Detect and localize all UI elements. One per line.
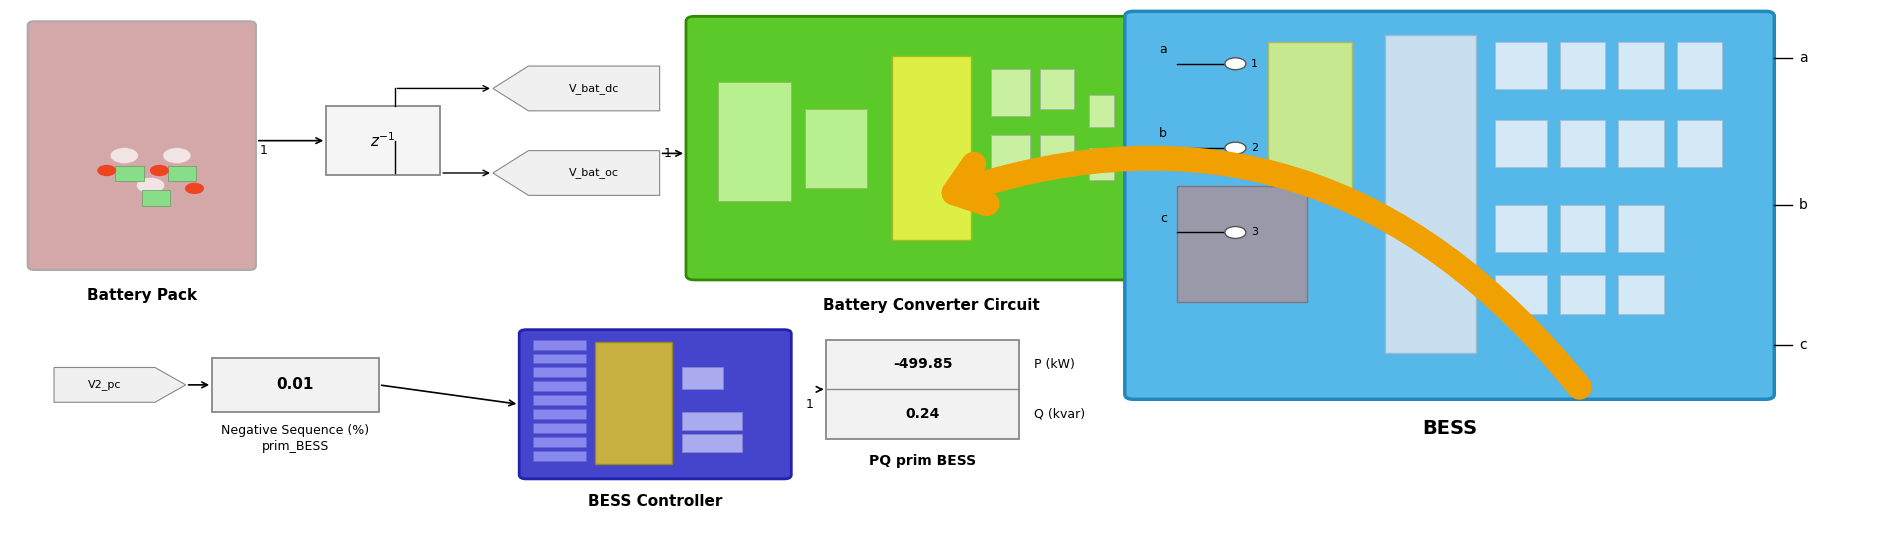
Bar bbox=[532, 340, 585, 350]
Text: 3: 3 bbox=[1250, 228, 1258, 238]
Polygon shape bbox=[55, 367, 186, 402]
Bar bbox=[532, 437, 585, 447]
Text: 0.24: 0.24 bbox=[906, 407, 940, 421]
Circle shape bbox=[137, 177, 165, 193]
Bar bbox=[1040, 135, 1073, 174]
Bar bbox=[212, 358, 378, 412]
Bar bbox=[805, 109, 867, 188]
Bar bbox=[682, 367, 724, 389]
Text: 2: 2 bbox=[1250, 143, 1258, 153]
Circle shape bbox=[98, 166, 115, 175]
Polygon shape bbox=[493, 66, 660, 111]
Circle shape bbox=[164, 148, 192, 164]
Bar bbox=[532, 382, 585, 391]
Bar bbox=[532, 353, 585, 364]
Text: a: a bbox=[1158, 43, 1166, 56]
Text: $z^{-1}$: $z^{-1}$ bbox=[370, 131, 395, 150]
Polygon shape bbox=[493, 151, 660, 196]
Text: 1: 1 bbox=[1250, 59, 1258, 69]
Text: -499.85: -499.85 bbox=[893, 358, 951, 372]
Bar bbox=[115, 166, 143, 181]
Circle shape bbox=[1224, 142, 1245, 154]
Bar bbox=[1559, 275, 1604, 314]
Text: c: c bbox=[1797, 338, 1805, 352]
Circle shape bbox=[1224, 227, 1245, 238]
Bar bbox=[1617, 43, 1664, 89]
Text: V_bat_oc: V_bat_oc bbox=[570, 167, 619, 179]
Bar bbox=[1675, 43, 1722, 89]
Circle shape bbox=[150, 166, 167, 175]
Bar bbox=[1495, 43, 1545, 89]
Bar bbox=[682, 434, 743, 452]
Bar bbox=[532, 395, 585, 405]
Bar bbox=[1384, 35, 1474, 353]
Text: prim_BESS: prim_BESS bbox=[261, 440, 329, 453]
Bar bbox=[1559, 205, 1604, 252]
Text: BESS: BESS bbox=[1421, 419, 1476, 438]
Bar bbox=[1495, 120, 1545, 166]
Bar bbox=[825, 340, 1019, 439]
Bar bbox=[1089, 95, 1113, 127]
Bar bbox=[167, 166, 196, 181]
Text: 1: 1 bbox=[805, 398, 812, 411]
Bar bbox=[1675, 120, 1722, 166]
Text: Q (kvar): Q (kvar) bbox=[1032, 408, 1085, 421]
Bar bbox=[1617, 275, 1664, 314]
Bar bbox=[891, 56, 970, 240]
Bar bbox=[1559, 120, 1604, 166]
Bar bbox=[532, 409, 585, 419]
Bar bbox=[1040, 69, 1073, 109]
Bar bbox=[1089, 148, 1113, 180]
Circle shape bbox=[111, 148, 139, 164]
Text: BESS Controller: BESS Controller bbox=[588, 494, 722, 509]
Text: Negative Sequence (%): Negative Sequence (%) bbox=[222, 424, 368, 437]
Text: V2_pc: V2_pc bbox=[88, 379, 120, 390]
Circle shape bbox=[186, 183, 203, 193]
Text: 1: 1 bbox=[664, 147, 671, 160]
FancyBboxPatch shape bbox=[1124, 11, 1773, 399]
Text: Battery Pack: Battery Pack bbox=[86, 288, 197, 303]
FancyArrowPatch shape bbox=[953, 158, 1579, 387]
Text: a: a bbox=[1797, 51, 1807, 65]
Bar bbox=[532, 423, 585, 433]
Text: c: c bbox=[1160, 212, 1166, 224]
Bar bbox=[1559, 43, 1604, 89]
Text: b: b bbox=[1797, 198, 1807, 212]
Text: b: b bbox=[1158, 127, 1166, 140]
FancyBboxPatch shape bbox=[686, 17, 1177, 280]
Bar bbox=[1267, 43, 1352, 190]
Text: 0.01: 0.01 bbox=[276, 377, 314, 392]
Bar bbox=[716, 82, 791, 201]
FancyBboxPatch shape bbox=[28, 21, 256, 270]
Bar bbox=[596, 342, 671, 464]
Bar bbox=[532, 451, 585, 461]
Text: V_bat_dc: V_bat_dc bbox=[568, 83, 619, 94]
Bar bbox=[1495, 205, 1545, 252]
Bar bbox=[1617, 205, 1664, 252]
Circle shape bbox=[1224, 58, 1245, 70]
Text: PQ prim BESS: PQ prim BESS bbox=[869, 454, 976, 468]
Bar bbox=[141, 190, 169, 206]
Bar bbox=[991, 135, 1030, 182]
Text: 1: 1 bbox=[259, 144, 267, 157]
Bar bbox=[682, 411, 743, 430]
FancyBboxPatch shape bbox=[519, 330, 791, 479]
Text: Battery Converter Circuit: Battery Converter Circuit bbox=[823, 298, 1040, 313]
Text: P (kW): P (kW) bbox=[1032, 358, 1073, 371]
Bar bbox=[532, 367, 585, 377]
Bar bbox=[1177, 186, 1307, 302]
Bar bbox=[1495, 275, 1545, 314]
Bar bbox=[325, 106, 440, 175]
Bar bbox=[1617, 120, 1664, 166]
Bar bbox=[991, 69, 1030, 117]
